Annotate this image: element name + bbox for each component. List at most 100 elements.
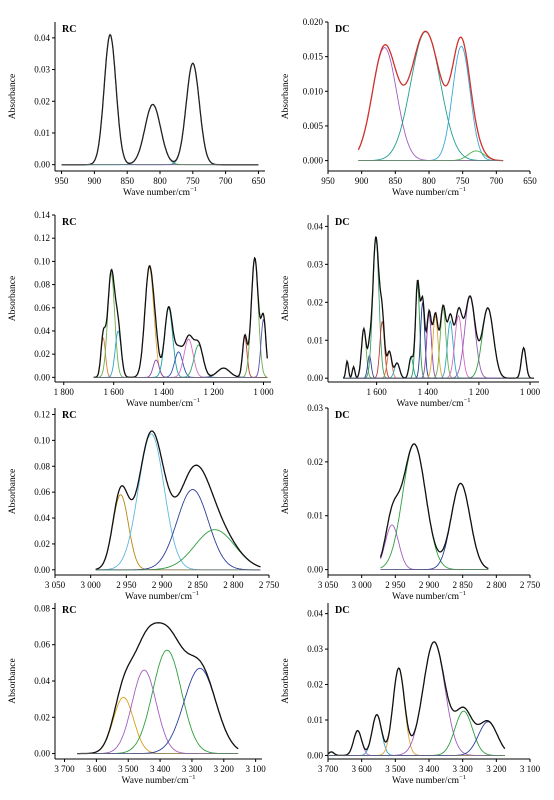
x-axis-label: Wave number/cm−1	[397, 397, 471, 409]
y-tick-label: 0.04	[307, 609, 323, 619]
chart-panel: 0.000 0.005 0.010 0.015 0.020 950 900 850 800 750…	[281, 17, 537, 198]
total-spectrum-curve	[93, 256, 268, 379]
x-axis-label: Wave number/cm−1	[392, 590, 466, 602]
y-tick-label: 0.06	[34, 303, 50, 313]
x-tick-label: 3 600	[86, 764, 107, 774]
x-tick-label: 950	[321, 176, 335, 186]
y-tick-label: 0.12	[34, 233, 50, 243]
x-axis-label: Wave number/cm−1	[392, 774, 466, 786]
x-tick-label: 3 300	[182, 764, 203, 774]
y-tick-label: 0.02	[307, 680, 323, 690]
x-tick-label: 1 000	[520, 387, 541, 397]
x-tick-label: 3 700	[54, 764, 75, 774]
x-tick-label: 800	[422, 176, 436, 186]
chart-panel: 0.00 0.02 0.04 0.06 0.08 3 700 3 600 3 500 3 400…	[8, 603, 266, 786]
x-tick-label: 3 400	[419, 764, 440, 774]
y-axis-label: Absorbance	[281, 276, 291, 321]
x-tick-label: 900	[88, 176, 102, 186]
y-axis-label: Absorbance	[8, 469, 18, 514]
x-tick-label: 2 900	[419, 580, 440, 590]
x-tick-label: 2 950	[385, 580, 406, 590]
y-axis-label: Absorbance	[8, 276, 18, 321]
y-tick-label: 0.01	[307, 335, 323, 345]
x-tick-label: 650	[252, 176, 266, 186]
x-tick-label: 2 750	[520, 580, 541, 590]
y-tick-label: 0.08	[34, 280, 50, 290]
x-tick-label: 3 000	[352, 580, 373, 590]
x-tick-label: 850	[120, 176, 134, 186]
chart-panel: 0.00 0.02 0.04 0.06 0.08 0.10 0.12 0.14 1 800 1 6…	[8, 210, 274, 409]
y-tick-label: 0.04	[307, 221, 323, 231]
x-tick-label: 3 500	[385, 764, 406, 774]
x-axis-label-text: Wave number/cm	[392, 592, 460, 602]
x-tick-label: 1 800	[54, 387, 75, 397]
y-tick-label: 0.10	[34, 435, 50, 445]
y-tick-label: 0.04	[34, 33, 50, 43]
y-tick-label: 0.000	[303, 156, 324, 166]
x-tick-label: 2 800	[223, 580, 244, 590]
y-tick-label: 0.08	[34, 461, 50, 471]
y-tick-label: 0.08	[34, 603, 50, 613]
y-tick-label: 0.10	[34, 256, 50, 266]
x-axis-label-text: Wave number/cm	[126, 399, 194, 409]
y-tick-label: 0.04	[34, 676, 50, 686]
panel-title: DC	[335, 410, 349, 421]
x-tick-label: 3 000	[81, 580, 102, 590]
panel-title: RC	[62, 605, 76, 616]
total-spectrum-curve	[357, 30, 504, 162]
x-tick-label: 1 200	[469, 387, 490, 397]
x-axis-label-superscript: −1	[459, 774, 466, 781]
total-spectrum-curve	[342, 236, 534, 379]
x-axis-label-superscript: −1	[193, 397, 200, 404]
total-spectrum-curve	[379, 443, 489, 570]
x-tick-label: 1 600	[104, 387, 125, 397]
chart-panel: 0.00 0.01 0.02 0.03 0.04 1 600 1 400 1 200 1 000…	[281, 215, 541, 409]
x-tick-label: 850	[389, 176, 403, 186]
x-axis-label-text: Wave number/cm	[123, 188, 191, 198]
y-tick-label: 0.010	[303, 86, 324, 96]
y-tick-label: 0.00	[34, 565, 50, 575]
x-axis-label: Wave number/cm−1	[122, 774, 196, 786]
x-tick-label: 3 500	[118, 764, 139, 774]
y-tick-label: 0.03	[307, 403, 323, 413]
x-axis-label: Wave number/cm−1	[123, 186, 197, 198]
y-tick-label: 0.00	[307, 750, 323, 760]
chart-panel: 0.00 0.01 0.02 0.03 0.04 950 900 850 800 750 700 65…	[8, 22, 266, 198]
x-tick-label: 750	[186, 176, 200, 186]
x-axis-label: Wave number/cm−1	[125, 590, 199, 602]
x-axis-label: Wave number/cm−1	[392, 186, 466, 198]
x-tick-label: 750	[456, 176, 470, 186]
x-axis-label-text: Wave number/cm	[392, 776, 460, 786]
x-tick-label: 3 100	[520, 764, 541, 774]
total-spectrum-curve	[77, 622, 239, 755]
y-tick-label: 0.03	[34, 65, 50, 75]
x-tick-label: 650	[523, 176, 537, 186]
y-tick-label: 0.02	[34, 349, 50, 359]
x-axis-label-superscript: −1	[192, 590, 199, 597]
x-axis-label-text: Wave number/cm	[397, 399, 465, 409]
x-tick-label: 2 850	[188, 580, 209, 590]
panel-title: RC	[62, 410, 76, 421]
chart-panel: 0.00 0.01 0.02 0.03 3 050 3 000 2 950 2 900 2 85…	[281, 403, 541, 602]
x-tick-label: 900	[355, 176, 369, 186]
x-tick-label: 700	[219, 176, 233, 186]
x-axis-label: Wave number/cm−1	[126, 397, 200, 409]
y-axis-label: Absorbance	[8, 658, 18, 703]
panel-title: DC	[335, 605, 349, 616]
y-tick-label: 0.03	[307, 259, 323, 269]
panel-title: DC	[335, 24, 349, 35]
chart-panel: 0.00 0.02 0.04 0.06 0.08 0.10 0.12 3 050 3 000 2 …	[8, 408, 280, 602]
y-tick-label: 0.02	[307, 457, 323, 467]
x-tick-label: 3 050	[45, 580, 66, 590]
y-tick-label: 0.04	[34, 326, 50, 336]
x-tick-label: 1 000	[253, 387, 274, 397]
y-axis-label: Absorbance	[8, 74, 18, 119]
y-tick-label: 0.06	[34, 487, 50, 497]
x-tick-label: 3 300	[453, 764, 474, 774]
chart-panel: 0.00 0.01 0.02 0.03 0.04 3 700 3 600 3 500 3 400…	[281, 603, 541, 786]
x-tick-label: 950	[55, 176, 69, 186]
x-axis-label-superscript: −1	[459, 590, 466, 597]
y-tick-label: 0.005	[303, 121, 324, 131]
x-axis-label-text: Wave number/cm	[125, 592, 193, 602]
